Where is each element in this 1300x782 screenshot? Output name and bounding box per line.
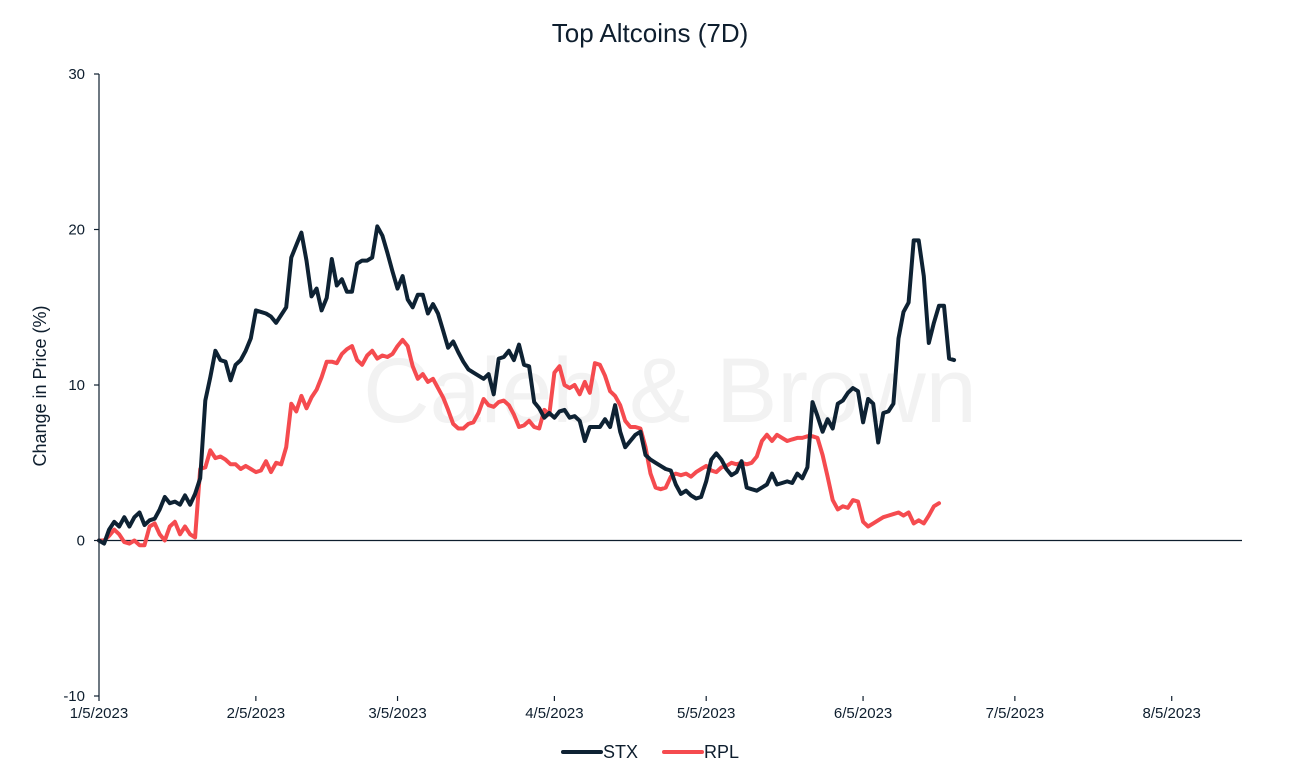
- x-tick-label: 5/5/2023: [677, 705, 735, 722]
- x-tick-label: 6/5/2023: [834, 705, 892, 722]
- x-tick-label: 2/5/2023: [227, 705, 285, 722]
- axes: 30 20 10 0 -101/5/2023 2/5/2023 3/5/2023 4/5/20…: [63, 66, 1242, 722]
- x-tick-label: 7/5/2023: [986, 705, 1044, 722]
- legend-label-stx: STX: [603, 742, 638, 762]
- legend-label-rpl: RPL: [704, 742, 739, 762]
- x-tick-label: 1/5/2023: [70, 705, 128, 722]
- x-tick-label: 4/5/2023: [525, 705, 583, 722]
- y-tick-label: 10: [68, 377, 85, 394]
- chart-title: Top Altcoins (7D): [552, 18, 749, 48]
- series-line-rpl: [97, 337, 941, 548]
- y-tick-label: 30: [68, 66, 85, 83]
- x-tick-label: 8/5/2023: [1143, 705, 1201, 722]
- y-axis-title: Change in Price (%): [30, 305, 50, 466]
- x-tick-label: 3/5/2023: [368, 705, 426, 722]
- series-layer: [97, 224, 957, 548]
- y-tick-label: -10: [63, 688, 85, 705]
- y-tick-label: 0: [77, 533, 85, 550]
- series-line-stx: [97, 224, 957, 546]
- legend: STX RPL: [561, 742, 739, 762]
- y-tick-label: 20: [68, 222, 85, 239]
